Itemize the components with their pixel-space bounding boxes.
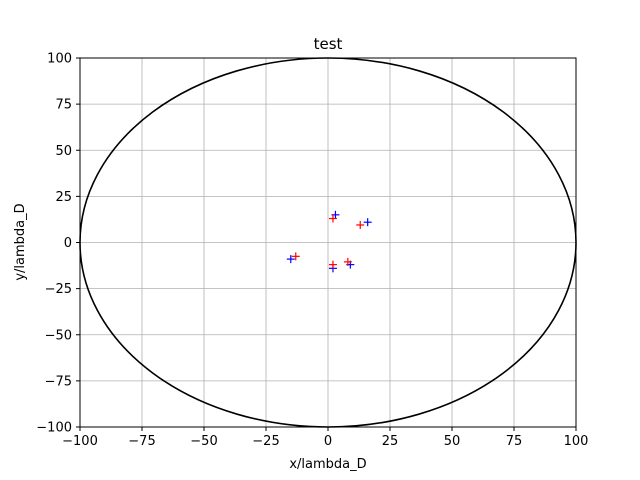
y-axis-label: y/lambda_D: [13, 203, 28, 280]
y-tick-label: −75: [45, 374, 72, 389]
y-tick-label: −100: [36, 421, 72, 436]
data-point: [291, 252, 300, 261]
y-tick-label: 50: [55, 144, 72, 159]
x-tick-label: 100: [564, 434, 589, 449]
x-axis-ticks: −100 −75 −50 −25 0 25 50 75 100: [62, 427, 588, 449]
x-tick-label: 50: [444, 434, 461, 449]
y-tick-label: 0: [64, 236, 72, 251]
chart-title: test: [314, 35, 343, 53]
x-tick-label: −50: [190, 434, 217, 449]
x-tick-label: 0: [324, 434, 332, 449]
data-point: [286, 255, 295, 264]
x-tick-label: 25: [382, 434, 399, 449]
data-point: [328, 214, 337, 223]
y-tick-label: 100: [47, 52, 72, 67]
y-axis-ticks: −100 −75 −50 −25 0 25 50 75 100: [36, 52, 80, 436]
data-point: [356, 220, 365, 229]
data-point: [343, 257, 352, 266]
points-layer: [286, 210, 372, 273]
x-tick-label: −100: [62, 434, 98, 449]
y-tick-label: 75: [55, 98, 72, 113]
x-tick-label: −25: [252, 434, 279, 449]
y-tick-label: −50: [45, 328, 72, 343]
y-tick-label: −25: [45, 282, 72, 297]
x-axis-label: x/lambda_D: [289, 457, 366, 472]
data-point: [328, 260, 337, 269]
x-tick-label: −75: [128, 434, 155, 449]
y-tick-label: 25: [55, 190, 72, 205]
x-tick-label: 75: [506, 434, 523, 449]
data-point: [363, 218, 372, 227]
